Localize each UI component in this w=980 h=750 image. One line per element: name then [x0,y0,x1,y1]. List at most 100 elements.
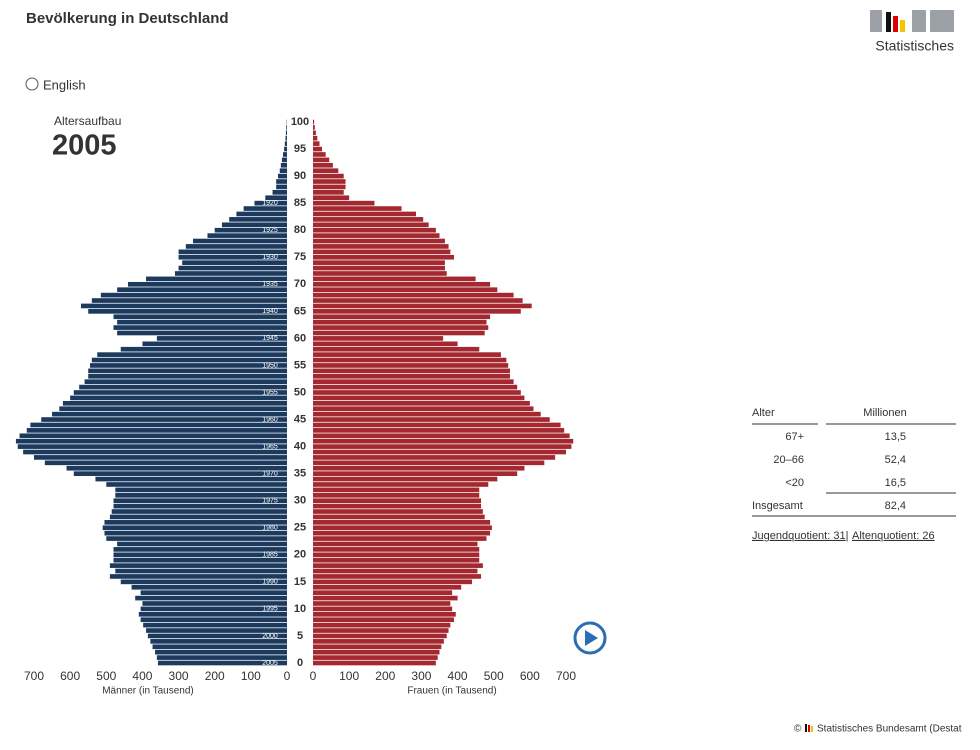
bar [313,390,521,395]
y-tick-label: 10 [294,603,306,615]
bar [313,422,561,428]
cohort-label: 1975 [262,498,278,505]
bar [313,281,491,287]
cohort-label: 1950 [262,362,278,369]
bar [313,460,545,466]
cohort-label: 2005 [262,660,278,667]
bar [279,168,287,174]
bar [73,390,287,395]
bar [70,395,288,401]
x-tick-label: 400 [448,669,468,683]
bar [313,357,507,363]
bar [313,244,449,249]
bar [90,363,288,368]
bar [100,292,287,298]
quotient[interactable]: Altenquotient: 26 [852,530,935,542]
bar [115,568,287,574]
bar [313,498,482,504]
bar [313,276,476,282]
x-tick-label: 600 [520,669,540,683]
bar [284,141,287,146]
bar [104,530,287,536]
cohort-label: 1995 [262,606,278,613]
bar [313,173,344,179]
language-link[interactable]: English [43,77,86,92]
table-cell: <20 [785,477,804,489]
bar [313,190,344,195]
cohort-label: 1980 [262,525,278,532]
table-cell: Insgesamt [752,500,803,512]
bar [313,368,510,374]
bar [313,341,458,347]
bar [313,639,444,644]
bar [313,444,572,449]
bar [313,417,550,422]
bar [193,238,287,244]
bar [313,590,453,595]
bar [313,373,510,379]
y-tick-label: 80 [294,224,306,236]
bar [313,584,462,590]
bar [30,422,288,428]
bar [313,622,451,628]
y-tick-label: 20 [294,549,306,561]
bar [111,509,287,514]
bar [284,146,287,152]
bar [281,157,287,163]
bar [313,574,482,579]
bar [44,460,287,466]
bar [313,525,492,531]
bar [313,319,487,325]
cohort-label: 1920 [262,200,278,207]
bar [313,579,473,585]
cohort-label: 1970 [262,470,278,477]
bar [313,487,480,493]
bar [66,465,288,471]
bar [313,379,514,385]
y-tick-label: 0 [297,657,303,669]
bar [131,584,287,590]
bar [313,606,453,612]
cohort-label: 2000 [262,633,278,640]
bar [113,325,287,330]
y-tick-label: 25 [294,522,306,534]
y-tick-label: 70 [294,278,306,290]
bar [150,639,287,644]
bar [313,292,514,298]
play-button[interactable] [573,621,607,655]
page-title: Bevölkerung in Deutschland [26,10,229,27]
bar [313,254,454,260]
bar [15,438,288,444]
quotient[interactable]: Jugendquotient: 31 [752,530,846,542]
bar [19,433,288,439]
bar [313,595,458,601]
x-tick-label: 400 [132,669,152,683]
bar [313,655,438,660]
y-tick-label: 30 [294,495,306,507]
globe-icon[interactable] [25,77,39,91]
bar [313,200,375,206]
y-tick-label: 45 [294,413,306,425]
y-tick-label: 60 [294,332,306,344]
bar [138,611,287,617]
bar [280,162,287,168]
bar [313,168,339,174]
bar [178,265,287,271]
bar [113,498,287,504]
bar [313,211,417,217]
bar [254,200,287,206]
bar [313,530,491,536]
bar [156,336,287,341]
bar [313,482,489,487]
bar [313,222,429,228]
bar [313,465,525,471]
bar [313,476,498,482]
x-tick-label: 700 [24,669,44,683]
table-header: Alter [752,407,775,419]
bar [313,509,483,514]
x-tick-label: 0 [310,669,317,683]
bar [147,633,287,639]
bar [113,547,287,552]
